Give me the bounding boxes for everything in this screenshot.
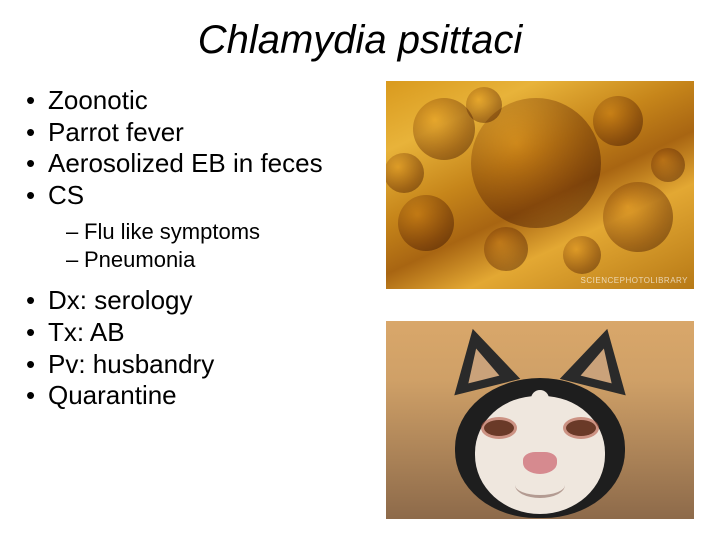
micrograph-cell	[593, 96, 643, 146]
cat-eye-right	[566, 420, 596, 436]
main-bullet-list-2: Dx: serology Tx: AB Pv: husbandry Quaran…	[26, 285, 386, 412]
image-column: SCIENCEPHOTOLIBRARY	[386, 85, 720, 412]
bullet-item: Quarantine	[26, 380, 386, 412]
sub-bullet-item: Flu like symptoms	[66, 218, 386, 247]
micrograph-cell	[398, 195, 454, 251]
sub-bullet-list: Flu like symptoms Pneumonia	[66, 218, 386, 275]
micrograph-cell	[563, 236, 601, 274]
bullet-item: Zoonotic	[26, 85, 386, 117]
content-row: Zoonotic Parrot fever Aerosolized EB in …	[0, 85, 720, 412]
sub-bullet-item: Pneumonia	[66, 246, 386, 275]
micrograph-cell	[471, 98, 601, 228]
bullet-item: Dx: serology	[26, 285, 386, 317]
slide-title: Chlamydia psittaci	[0, 18, 720, 63]
micrograph-cell	[413, 98, 475, 160]
micrograph-cell	[603, 182, 673, 252]
micrograph-image: SCIENCEPHOTOLIBRARY	[386, 81, 694, 289]
bullet-item: Parrot fever	[26, 117, 386, 149]
image-watermark: SCIENCEPHOTOLIBRARY	[581, 276, 688, 285]
bullet-item: CS	[26, 180, 386, 212]
text-column: Zoonotic Parrot fever Aerosolized EB in …	[26, 85, 386, 412]
main-bullet-list: Zoonotic Parrot fever Aerosolized EB in …	[26, 85, 386, 212]
bullet-item: Aerosolized EB in feces	[26, 148, 386, 180]
bullet-item: Pv: husbandry	[26, 349, 386, 381]
cat-image	[386, 321, 694, 519]
micrograph-cell	[386, 153, 424, 193]
cat-head-shape	[440, 334, 640, 514]
cat-mouth	[515, 472, 565, 498]
bullet-item: Tx: AB	[26, 317, 386, 349]
micrograph-cell	[651, 148, 685, 182]
cat-eye-left	[484, 420, 514, 436]
cat-nose	[523, 452, 557, 474]
micrograph-cell	[484, 227, 528, 271]
